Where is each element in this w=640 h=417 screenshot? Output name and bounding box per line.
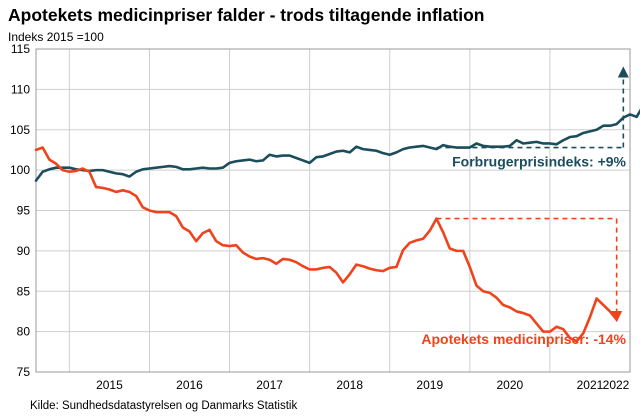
y-tick-label: 75 xyxy=(17,365,31,379)
x-tick-label: 2017 xyxy=(256,378,283,392)
x-tick-label: 2021 xyxy=(577,378,604,392)
x-tick-label: 2020 xyxy=(497,378,524,392)
x-tick-label: 2018 xyxy=(336,378,363,392)
y-tick-label: 105 xyxy=(10,123,30,137)
annotation-label: Forbrugerprisindeks: +9% xyxy=(452,154,626,170)
chart-title: Apotekets medicinpriser falder - trods t… xyxy=(8,5,485,25)
series-line-2 xyxy=(34,146,618,343)
y-tick-label: 90 xyxy=(17,244,31,258)
x-tick-label: 2022 xyxy=(603,378,630,392)
annotation-label: Apotekets medicinpriser: -14% xyxy=(421,331,626,347)
y-tick-label: 80 xyxy=(17,325,31,339)
x-tick-label: 2015 xyxy=(96,378,123,392)
y-tick-label: 115 xyxy=(11,42,30,56)
y-tick-label: 85 xyxy=(17,284,31,298)
series-line-1 xyxy=(34,108,640,182)
source-note: Kilde: Sundhedsdatastyrelsen og Danmarks… xyxy=(30,400,298,412)
y-axis-label: Indeks 2015 =100 xyxy=(8,30,104,44)
y-tick-label: 95 xyxy=(17,204,31,218)
x-tick-label: 2019 xyxy=(416,378,443,392)
x-tick-label: 2016 xyxy=(176,378,203,392)
y-tick-label: 110 xyxy=(11,82,30,96)
plot-border xyxy=(35,48,631,373)
y-tick-label: 100 xyxy=(10,163,30,177)
